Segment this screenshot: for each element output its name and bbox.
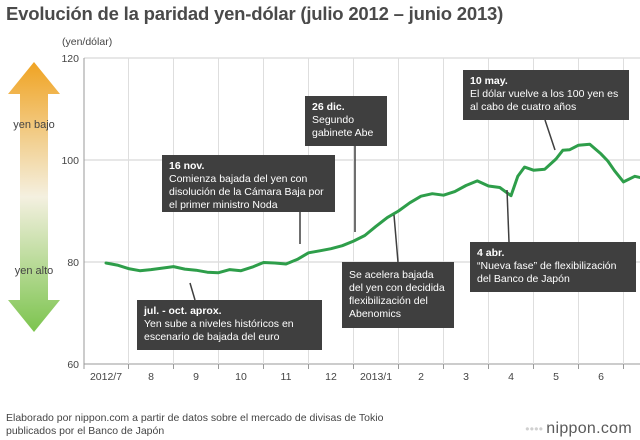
x-tick-label: 3 <box>463 371 469 383</box>
x-axis: 2012/7 8 9 10 11 12 2013/1 2 3 4 5 6 <box>83 364 624 383</box>
chart-title: Evolución de la paridad yen-dólar (julio… <box>6 3 504 24</box>
callout-leader-line <box>506 189 510 243</box>
callout-abenomics: Se acelera bajada del yen con decidida f… <box>342 262 454 328</box>
arrow-top-label: yen bajo <box>13 119 55 131</box>
callout-4-abr: 4 abr. “Nueva fase” de flexibilización d… <box>470 242 636 292</box>
x-tick-label: 11 <box>281 371 292 383</box>
callout-16-nov: 16 nov. Comienza bajada del yen con diso… <box>162 155 335 212</box>
yen-strength-arrow: yen bajo yen alto <box>8 62 60 332</box>
y-axis: (yen/dólar) 60 80 100 120 <box>61 36 112 371</box>
callout-leader-line <box>544 119 556 151</box>
x-tick-label: 8 <box>148 371 154 383</box>
y-tick-label: 60 <box>67 359 79 371</box>
brand-dots-icon: •••• <box>525 422 544 436</box>
y-tick-label: 100 <box>61 155 79 167</box>
x-tick-label: 4 <box>508 371 514 383</box>
source-note: Elaborado por nippon.com a partir de dat… <box>6 412 383 438</box>
series-line <box>104 119 640 301</box>
callout-26-dic: 26 dic. Segundo gabinete Abe <box>305 96 387 146</box>
y-axis-label: (yen/dólar) <box>62 36 112 48</box>
x-tick-label: 5 <box>553 371 559 383</box>
series-usd-jpy-line <box>104 142 640 275</box>
callout-10-may: 10 may. El dólar vuelve a los 100 yen es… <box>463 70 629 120</box>
source-note-line-2: publicados por el Banco de Japón <box>6 425 165 437</box>
x-tick-label: 6 <box>598 371 604 383</box>
x-tick-label: 10 <box>235 371 247 383</box>
x-tick-label: 2012/7 <box>90 371 122 383</box>
x-tick-label: 2013/1 <box>360 371 392 383</box>
brand-text: nippon.com <box>546 420 632 437</box>
y-tick-label: 120 <box>61 53 79 65</box>
callout-jul-oct: jul. - oct. aprox. Yen sube a niveles hi… <box>137 300 322 350</box>
callout-leader-line <box>189 282 196 301</box>
x-tick-label: 2 <box>418 371 424 383</box>
x-tick-label: 12 <box>325 371 337 383</box>
brand-logo: •••• nippon.com <box>525 420 632 438</box>
y-tick-label: 80 <box>67 257 79 269</box>
callout-leader-line <box>393 214 399 263</box>
source-note-line-1: Elaborado por nippon.com a partir de dat… <box>6 412 384 424</box>
arrow-bottom-label: yen alto <box>15 265 54 277</box>
x-tick-label: 9 <box>193 371 199 383</box>
